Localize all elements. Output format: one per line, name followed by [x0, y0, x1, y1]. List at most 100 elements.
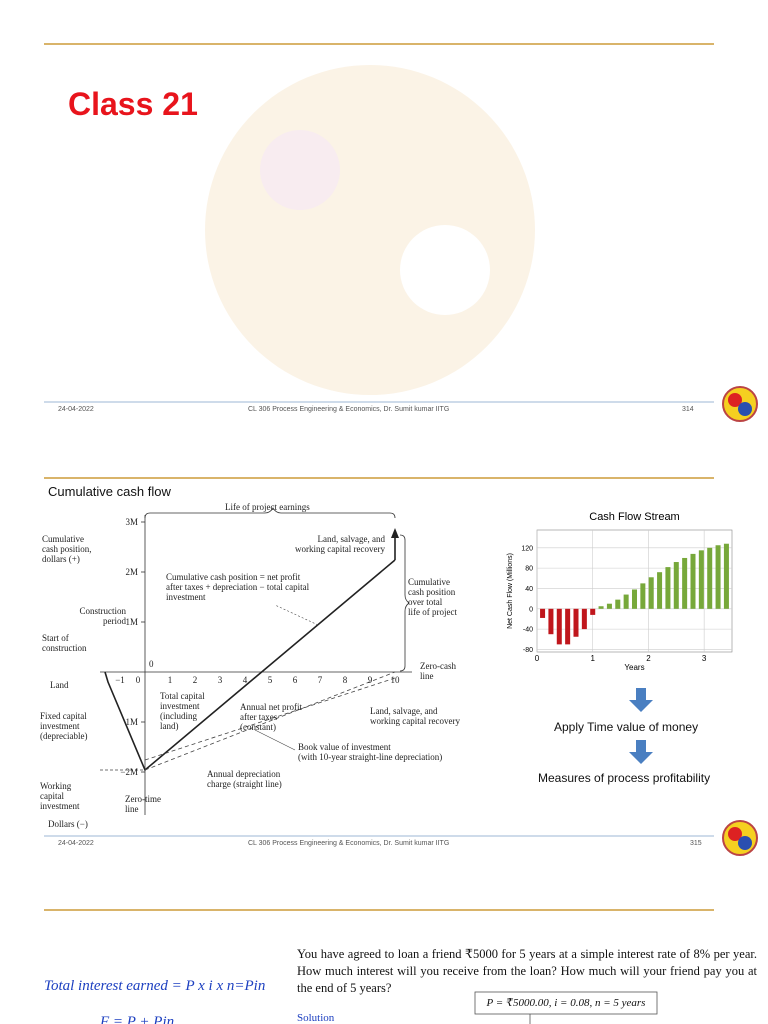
annotation: investment — [40, 801, 80, 811]
watermark — [400, 225, 490, 315]
footer-course: CL 306 Process Engineering & Economics, … — [248, 840, 450, 847]
bar — [590, 608, 596, 615]
x-tick-label: 6 — [293, 675, 298, 685]
x-tick-label: 10 — [391, 675, 401, 685]
rule — [44, 909, 714, 911]
y-axis-label: Net Cash Flow (Millions) — [507, 553, 514, 629]
logo-part — [738, 402, 752, 416]
leader — [254, 729, 296, 751]
leader — [274, 604, 319, 626]
annotation: working capital recovery — [370, 716, 460, 726]
y-tick-label: 0 — [529, 606, 533, 613]
dashed-line — [144, 677, 396, 761]
slide-title: Class 21 — [68, 86, 198, 122]
annotation: investment — [160, 701, 200, 711]
y-tick-label: -80 — [523, 647, 533, 654]
solution-heading: Solution — [297, 1012, 335, 1024]
bar — [598, 606, 604, 609]
bar — [540, 608, 546, 618]
annotation: capital — [40, 791, 64, 801]
bar — [682, 557, 688, 609]
logo-part — [738, 836, 752, 850]
bar — [698, 550, 704, 609]
down-arrow — [629, 740, 653, 764]
bar — [573, 608, 579, 637]
given: P = ₹5000.00, i = 0.08, n = 5 years — [486, 997, 646, 1009]
y-tick-label: 120 — [521, 545, 533, 552]
bar — [665, 567, 671, 609]
bar — [565, 608, 571, 645]
cash-flow-diagram: Life of project earnings Land, salvage, a… — [40, 502, 460, 829]
slide-heading: Cumulative cash flow — [48, 484, 171, 499]
problem: You have agreed to loan a friend ₹5000 f… — [297, 947, 757, 995]
x-tick-label: 4 — [243, 675, 248, 685]
annotation: Zero-time — [125, 794, 161, 804]
footer-course: CL 306 Process Engineering & Economics, … — [248, 406, 450, 413]
y-tick-label: 0 — [149, 659, 154, 669]
bar — [640, 583, 646, 609]
footer-page: 314 — [682, 406, 694, 413]
y-tick-label: 40 — [525, 586, 533, 593]
annotation: Annual depreciation — [207, 769, 281, 779]
annotation: (including — [160, 711, 197, 721]
annotation: Book value of investment — [298, 742, 391, 752]
bar — [548, 608, 554, 635]
watermark — [260, 130, 340, 210]
annotation: line — [125, 804, 139, 814]
annotation: Land, salvage, and — [318, 534, 386, 544]
rule — [44, 43, 714, 45]
footer-date: 24-04-2022 — [58, 840, 94, 847]
x-tick-label: 2 — [646, 654, 651, 663]
bar — [723, 543, 729, 609]
bar — [715, 545, 721, 609]
brace — [399, 534, 410, 672]
x-tick-label: 2 — [193, 675, 198, 685]
annotation: land) — [160, 721, 179, 731]
annotation: period — [103, 616, 126, 626]
annotation: after taxes + depreciation − total capit… — [166, 582, 310, 592]
y-tick-label: -40 — [523, 627, 533, 634]
annotation: Total capital — [160, 691, 205, 701]
logo — [722, 820, 758, 856]
annotation: construction — [42, 643, 87, 653]
bar — [673, 562, 679, 609]
annotation: Working — [40, 781, 72, 791]
brace — [144, 507, 396, 519]
down-arrow — [629, 688, 653, 712]
cash-flow-chart: -80 -40 0 40 80 120 0 1 2 3 Cash Flow Stream Years N… — [507, 511, 733, 672]
x-tick-label: 5 — [268, 675, 273, 685]
annotation: working capital recovery — [295, 544, 385, 554]
annotation: investment — [166, 592, 206, 602]
annotation: over total — [408, 597, 443, 607]
bar — [606, 603, 612, 609]
logo-part — [728, 393, 742, 407]
watermark — [205, 65, 535, 395]
y-tick-label: 2M — [125, 567, 138, 577]
annotation: cash position — [408, 587, 456, 597]
annotation: Cumulative cash position = net profit — [166, 572, 301, 582]
annotation: charge (straight line) — [207, 779, 282, 789]
formula: F = P + Pin — [100, 1014, 175, 1024]
bar — [707, 547, 713, 609]
bar — [623, 594, 629, 609]
annotation: Land, salvage, and — [370, 706, 438, 716]
x-tick-label: 1 — [590, 654, 595, 663]
y-tick-label: 1M — [125, 717, 138, 727]
annotation: Land — [50, 680, 69, 690]
annotation: investment — [40, 721, 80, 731]
x-axis-label: Years — [624, 663, 644, 672]
annotation: Fixed capital — [40, 711, 87, 721]
x-tick-label: −1 — [115, 675, 125, 685]
annotation: (constant) — [240, 722, 276, 732]
y-tick-label: 80 — [525, 566, 533, 573]
x-tick-label: 9 — [368, 675, 373, 685]
y-tick-label: 3M — [125, 517, 138, 527]
chart-title: Cash Flow Stream — [589, 511, 679, 523]
x-tick-label: 7 — [318, 675, 323, 685]
annotation: cash position, — [42, 544, 92, 554]
annotation: Cumulative — [42, 534, 84, 544]
footer-page: 315 — [690, 840, 702, 847]
annotation: life of project — [408, 607, 457, 617]
